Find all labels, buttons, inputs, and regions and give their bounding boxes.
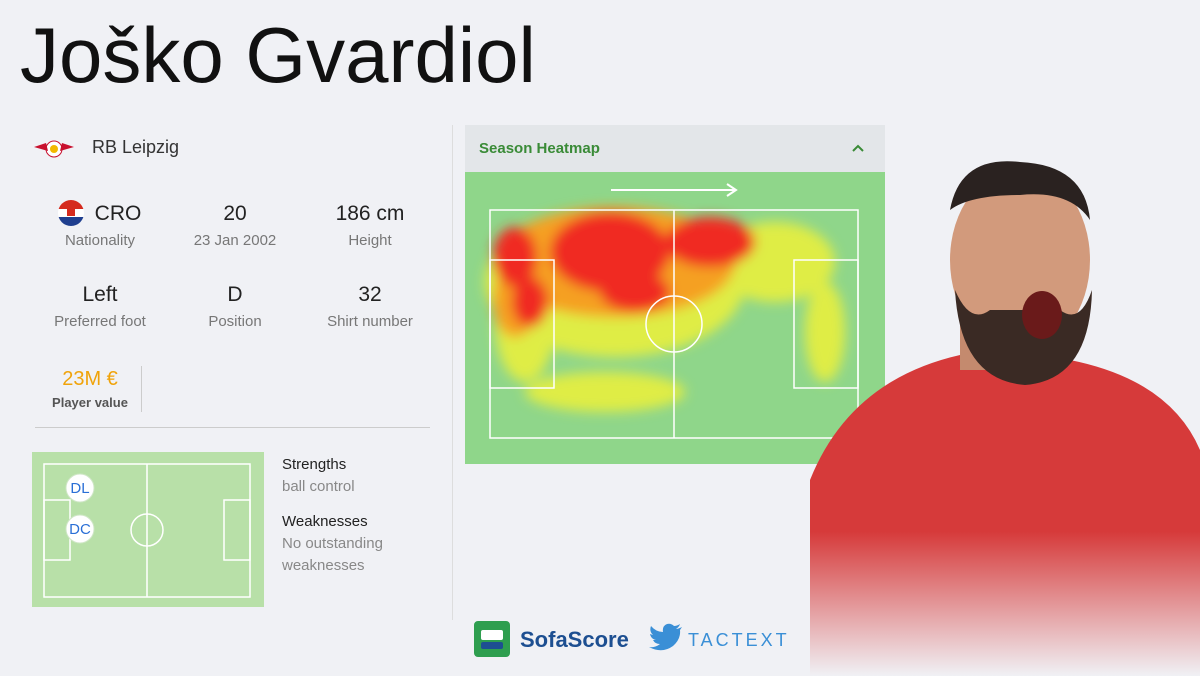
stat-label: Height (348, 232, 392, 249)
strengths-text: ball control (282, 478, 355, 495)
heatmap-title: Season Heatmap (479, 140, 600, 157)
attributes: Strengths ball control Weaknesses No out… (282, 454, 422, 577)
player-photo (810, 161, 1200, 676)
sofascore-logo (474, 621, 510, 657)
value-label: Player value (52, 395, 128, 410)
strengths-heading: Strengths (282, 456, 347, 473)
divider (35, 427, 430, 428)
position-label: DL (70, 480, 89, 497)
weaknesses-heading: Weaknesses (282, 513, 368, 530)
stat-label: Preferred foot (54, 313, 146, 330)
twitter-icon (649, 623, 682, 651)
player-value: 23M € Player value (40, 368, 140, 410)
stat: 186 cm Height (300, 202, 440, 249)
stat-value: 186 cm (335, 202, 405, 225)
position-pitch: DL DC (32, 452, 264, 607)
position-label: DC (69, 521, 91, 538)
stat-value: 20 (223, 202, 247, 225)
stat: CRO (48, 202, 148, 226)
club-name: RB Leipzig (92, 137, 180, 157)
stat: 32 Shirt number (300, 283, 440, 330)
stat: 20 23 Jan 2002 (165, 202, 305, 249)
heatmap-header: Season Heatmap (465, 125, 885, 172)
stat-value: D (227, 283, 243, 306)
player-name: Joško Gvardiol (20, 11, 536, 99)
club-logo (34, 140, 74, 158)
stat: Nationality (30, 232, 170, 249)
stat-value: Left (82, 283, 118, 306)
stat-value: CRO (94, 202, 142, 225)
stat-label: Nationality (64, 232, 136, 249)
collapse-icon[interactable] (851, 142, 865, 154)
stat-value: 32 (358, 283, 382, 306)
value-amount: 23M € (62, 368, 118, 390)
stat: Left Preferred foot (30, 283, 170, 330)
brand: SofaScore (520, 627, 629, 652)
divider (141, 366, 142, 412)
divider (452, 125, 453, 620)
flag (58, 200, 84, 226)
stat-label: Shirt number (327, 313, 413, 330)
twitter-handle: TACTEXT (688, 630, 790, 650)
stat-label: Position (208, 313, 262, 330)
weaknesses-text: No outstanding weaknesses (282, 535, 383, 574)
stat: D Position (165, 283, 305, 330)
heatmap (465, 172, 885, 464)
stat-label: 23 Jan 2002 (193, 232, 277, 249)
